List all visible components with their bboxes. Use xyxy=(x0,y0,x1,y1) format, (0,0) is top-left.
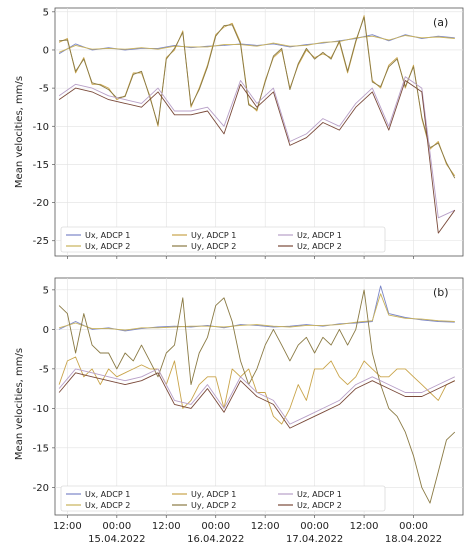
panel-label: (b) xyxy=(433,286,449,299)
series-line xyxy=(58,80,456,234)
y-tick-label: 0 xyxy=(43,325,49,336)
legend-entry: Ux, ADCP 2 xyxy=(85,501,130,510)
legend-entry: Uz, ADCP 2 xyxy=(297,242,342,251)
x-tick-time-labels: 12:00 00:00 12:00 00:00 12:00 00:00 12:00 00:00 xyxy=(53,521,428,532)
y-tick-label: -20 xyxy=(33,198,49,209)
x-date-label: 15.04.2022 xyxy=(88,534,145,545)
legend: Ux, ADCP 1 Ux, ADCP 2 Uy, ADCP 1 Uy, ADCP 2… xyxy=(60,485,386,512)
y-tick-label: -20 xyxy=(33,483,49,494)
x-tick-label: 12:00 xyxy=(53,521,82,532)
x-date-label: 18.04.2022 xyxy=(385,534,442,545)
legend-entry: Ux, ADCP 1 xyxy=(85,490,130,499)
legend-entry: Uy, ADCP 1 xyxy=(191,231,236,240)
y-tick-label: -5 xyxy=(39,364,49,375)
y-tick-label: -15 xyxy=(33,160,49,171)
y-tick-label: 5 xyxy=(43,285,49,296)
series-line xyxy=(58,285,455,332)
panel-label: (a) xyxy=(433,16,448,29)
y-tick-label: -10 xyxy=(33,122,49,133)
series-line xyxy=(58,35,455,53)
series-line xyxy=(58,293,455,331)
x-tick-date-labels: 15.04.2022 16.04.2022 17.04.2022 18.04.2022 xyxy=(88,534,442,545)
x-tick-label: 00:00 xyxy=(201,521,230,532)
y-tick-label: -15 xyxy=(33,443,49,454)
y-tick-label: 5 xyxy=(43,7,49,18)
legend-entry: Uy, ADCP 2 xyxy=(191,242,236,251)
legend-box xyxy=(60,226,386,253)
legend-entry: Uz, ADCP 1 xyxy=(297,231,342,240)
legend-entry: Uy, ADCP 2 xyxy=(191,501,236,510)
plot-frame xyxy=(54,277,464,516)
series-line xyxy=(58,372,455,429)
x-tick-label: 00:00 xyxy=(102,521,131,532)
x-date-label: 17.04.2022 xyxy=(286,534,343,545)
series-line xyxy=(58,34,455,55)
panel-b: 5 0 -5 -10 -15 -20 (b) Ux, ADCP 1 Ux, ADCP 2 Uy, … xyxy=(33,277,464,518)
series-line xyxy=(58,368,455,425)
y-axis-label-b: Mean velocities, mm/s xyxy=(14,348,25,460)
legend-entry: Ux, ADCP 1 xyxy=(85,231,130,240)
y-tick-label: -25 xyxy=(33,236,49,247)
y-axis-label-a: Mean velocities, mm/s xyxy=(14,76,25,188)
x-tick-label: 00:00 xyxy=(399,521,428,532)
legend-box xyxy=(60,485,386,512)
panel-a: 50-5-10-15-20-25(a)Ux, ADCP 1Ux, ADCP 2U… xyxy=(33,7,464,259)
x-tick-label: 12:00 xyxy=(152,521,181,532)
x-tick-label: 12:00 xyxy=(350,521,379,532)
legend-entry: Ux, ADCP 2 xyxy=(85,242,130,251)
legend: Ux, ADCP 1 Ux, ADCP 2 Uy, ADCP 1 Uy, ADCP 2… xyxy=(60,226,386,253)
legend-entry: Uz, ADCP 2 xyxy=(297,501,342,510)
x-date-label: 16.04.2022 xyxy=(187,534,244,545)
y-tick-label: 0 xyxy=(43,45,49,56)
legend-entry: Uy, ADCP 1 xyxy=(191,490,236,499)
legend-entry: Uz, ADCP 1 xyxy=(297,490,342,499)
series-line xyxy=(58,289,456,504)
y-tick-label: -5 xyxy=(39,84,49,95)
x-tick-label: 00:00 xyxy=(300,521,329,532)
series-line xyxy=(59,16,456,179)
series-line xyxy=(58,76,455,219)
y-tick-label: -10 xyxy=(33,404,49,415)
x-tick-label: 12:00 xyxy=(251,521,280,532)
